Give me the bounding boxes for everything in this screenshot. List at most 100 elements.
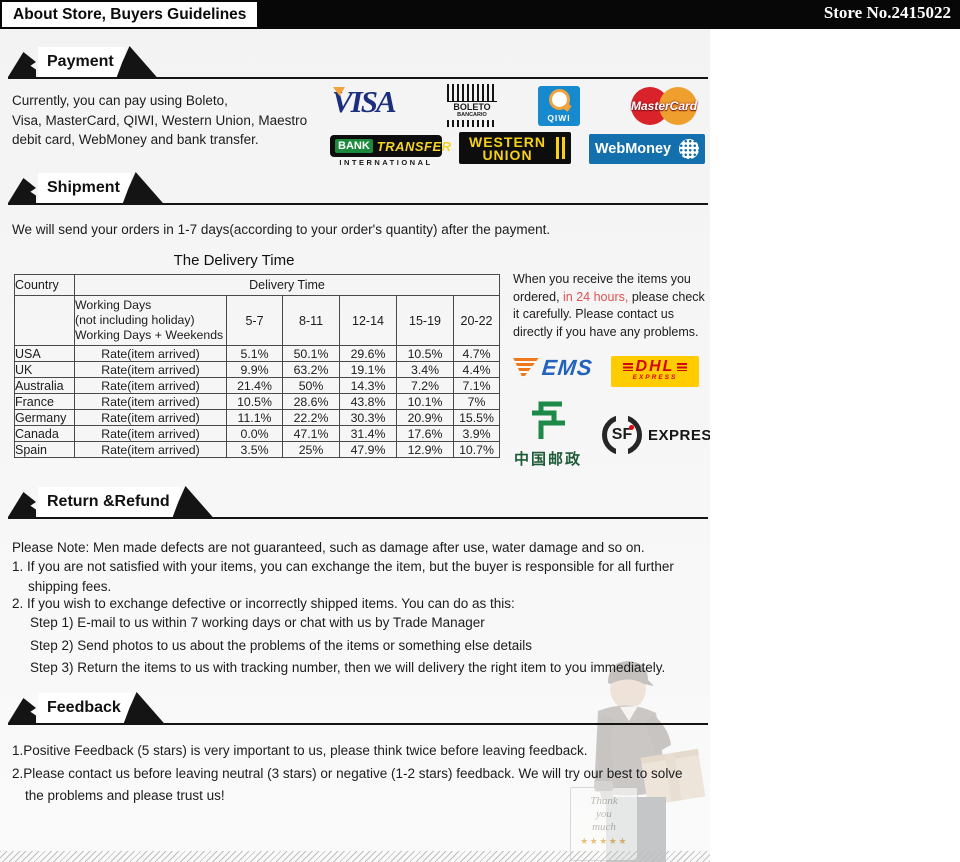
banner-left-arrow-icon	[8, 52, 36, 77]
visa-flame-icon	[333, 87, 345, 96]
sf-circle-icon: SF	[602, 414, 642, 456]
webmoney-logo: WebMoney	[589, 134, 705, 164]
rate-label-cell: Rate(item arrived)	[74, 361, 227, 378]
table-row: Australia Rate(item arrived) 21.4% 50% 14.3%…	[14, 377, 501, 394]
bank-transfer-logo: BANK TRANSFER INTERNATIONAL	[330, 135, 451, 167]
rate-value-cell: 3.5%	[226, 441, 283, 458]
rate-value-cell: 7.1%	[452, 377, 501, 394]
rate-value-cell: 21.4%	[226, 377, 283, 394]
day-range-cell: 15-19	[396, 295, 454, 346]
visa-logo: VISA	[332, 84, 397, 119]
mastercard-logo: MasterCard	[631, 86, 697, 126]
store-number: Store No.2415022	[823, 3, 951, 22]
rate-value-cell: 10.5%	[396, 345, 454, 362]
return-refund-section-header: Return &Refund	[8, 483, 708, 519]
shipment-heading: Shipment	[38, 173, 131, 203]
table-row: UK Rate(item arrived) 9.9% 63.2% 19.1% 3.4% 4.…	[14, 361, 501, 378]
dhl-logo: DHL EXPRESS	[611, 356, 699, 387]
country-cell: Germany	[14, 409, 75, 426]
return-item-1: 1. If you are not satisfied with your it…	[12, 559, 674, 594]
country-cell: France	[14, 393, 75, 410]
sf-express-logo: SF EXPRESS	[602, 414, 710, 456]
rate-value-cell: 3.4%	[396, 361, 454, 378]
china-post-label: 中国邮政	[513, 451, 582, 468]
country-cell: UK	[14, 361, 75, 378]
rate-value-cell: 28.6%	[282, 393, 340, 410]
page-title-box: About Store, Buyers Guidelines	[2, 2, 258, 27]
rate-value-cell: 7.2%	[396, 377, 454, 394]
china-post-emblem-icon	[532, 401, 565, 439]
rate-value-cell: 7%	[452, 393, 501, 410]
rate-value-cell: 50%	[282, 377, 340, 394]
working-days-cell: Working Days (not including holiday) Wor…	[74, 295, 227, 346]
mastercard-orange-circle	[659, 87, 697, 125]
rate-label-cell: Rate(item arrived)	[74, 393, 227, 410]
payment-heading: Payment	[38, 47, 125, 77]
rate-value-cell: 9.9%	[226, 361, 283, 378]
rate-value-cell: 10.7%	[452, 441, 501, 458]
rate-value-cell: 0.0%	[226, 425, 283, 442]
banner-left-arrow-icon	[8, 178, 36, 203]
table-row: Germany Rate(item arrived) 11.1% 22.2% 30.3%…	[14, 409, 501, 426]
day-range-cell: 5-7	[226, 295, 283, 346]
day-range-cell: 12-14	[339, 295, 397, 346]
banner-left-arrow-icon	[8, 492, 36, 517]
feedback-text: 1.Positive Feedback (5 stars) is very im…	[12, 740, 694, 808]
rate-value-cell: 3.9%	[452, 425, 501, 442]
rate-label-cell: Rate(item arrived)	[74, 345, 227, 362]
feedback-item-2: 2.Please contact us before leaving neutr…	[12, 765, 683, 804]
return-step: Step 3) Return the items to us with trac…	[30, 660, 666, 675]
rate-value-cell: 63.2%	[282, 361, 340, 378]
banner-left-arrow-icon	[8, 698, 36, 723]
rate-value-cell: 10.5%	[226, 393, 283, 410]
rate-value-cell: 4.7%	[452, 345, 501, 362]
feedback-section-header: Feedback	[8, 689, 708, 725]
delivery-table: Country Delivery Time Working Days (not in…	[14, 274, 501, 458]
day-range-cell: 20-22	[452, 295, 501, 346]
five-stars-icon: ★★★★★	[580, 836, 628, 846]
return-item-2: 2. If you wish to exchange defective or …	[12, 596, 515, 611]
qiwi-q-icon	[548, 89, 570, 110]
rate-value-cell: 50.1%	[282, 345, 340, 362]
rate-value-cell: 30.3%	[339, 409, 397, 426]
feedback-item-1: 1.Positive Feedback (5 stars) is very im…	[12, 743, 588, 758]
day-range-cell: 8-11	[282, 295, 340, 346]
receive-notice: When you receive the items you ordered, …	[513, 272, 705, 339]
delivery-table-body: Country Delivery Time Working Days (not in…	[14, 274, 501, 458]
sf-red-dot-icon	[629, 425, 634, 430]
country-cell: USA	[14, 345, 75, 362]
shipment-intro: We will send your orders in 1-7 days(acc…	[12, 222, 551, 237]
bottom-hatch-border	[0, 851, 710, 862]
rate-label-cell: Rate(item arrived)	[74, 409, 227, 426]
rate-value-cell: 15.5%	[452, 409, 501, 426]
table-header-row: Country Delivery Time	[14, 274, 501, 296]
thank-you-text: Thank you much	[590, 795, 618, 833]
rate-value-cell: 10.1%	[396, 393, 454, 410]
payment-description: Currently, you can pay using Boleto, Vis…	[12, 93, 308, 147]
table-row: USA Rate(item arrived) 5.1% 50.1% 29.6% 10.5%…	[14, 345, 501, 362]
barcode-icon	[447, 120, 497, 127]
table-subheader-row: Working Days (not including holiday) Wor…	[14, 295, 501, 346]
country-header: Country	[14, 274, 75, 296]
return-step: Step 2) Send photos to us about the prob…	[30, 637, 533, 653]
globe-icon	[679, 139, 700, 159]
thank-you-sign: Thank you much ★★★★★	[570, 787, 638, 861]
rate-value-cell: 22.2%	[282, 409, 340, 426]
rate-label-cell: Rate(item arrived)	[74, 377, 227, 394]
barcode-icon	[447, 84, 497, 101]
ems-wing-icon	[513, 357, 539, 379]
top-bar: About Store, Buyers Guidelines Store No.…	[0, 0, 960, 29]
content-panel: Payment Currently, you can pay using Bol…	[0, 29, 710, 862]
rate-value-cell: 43.8%	[339, 393, 397, 410]
qiwi-logo: QIWI	[538, 86, 580, 126]
delivery-table-title: The Delivery Time	[173, 252, 295, 269]
western-union-bars-icon	[556, 137, 565, 159]
rate-label-cell: Rate(item arrived)	[74, 441, 227, 458]
rate-value-cell: 25%	[282, 441, 340, 458]
rate-value-cell: 29.6%	[339, 345, 397, 362]
delivery-time-header: Delivery Time	[73, 274, 501, 296]
rate-value-cell: 17.6%	[396, 425, 454, 442]
country-cell: Canada	[14, 425, 75, 442]
rate-value-cell: 31.4%	[339, 425, 397, 442]
